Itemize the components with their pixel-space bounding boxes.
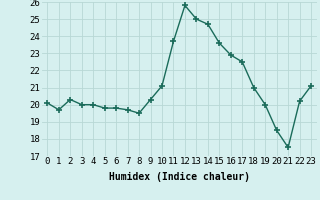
X-axis label: Humidex (Indice chaleur): Humidex (Indice chaleur) [109,172,250,182]
